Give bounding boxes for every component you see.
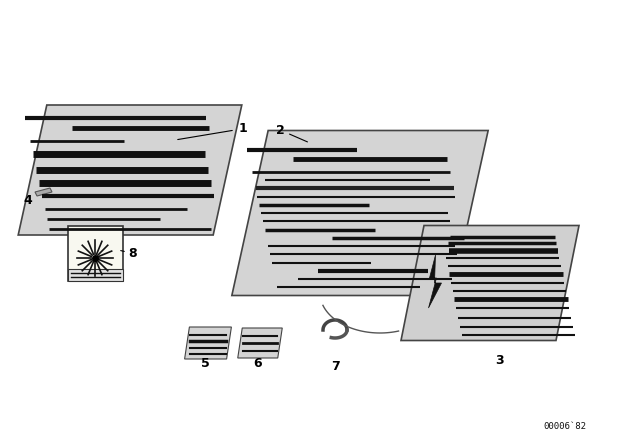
Polygon shape [18,105,242,235]
Polygon shape [35,188,52,196]
Polygon shape [237,328,282,358]
Text: 2: 2 [276,124,284,137]
Text: 7: 7 [331,359,339,372]
Polygon shape [401,225,579,340]
Text: 6: 6 [253,357,262,370]
Bar [67,225,122,280]
Text: 4: 4 [24,194,33,207]
Text: 00006`82: 00006`82 [543,422,586,431]
Text: 5: 5 [200,357,209,370]
Polygon shape [429,255,442,308]
Polygon shape [232,130,488,296]
Text: 3: 3 [496,353,504,366]
Text: 8: 8 [129,246,138,259]
Bar [67,268,122,280]
Text: 1: 1 [239,121,248,134]
Polygon shape [184,327,232,359]
